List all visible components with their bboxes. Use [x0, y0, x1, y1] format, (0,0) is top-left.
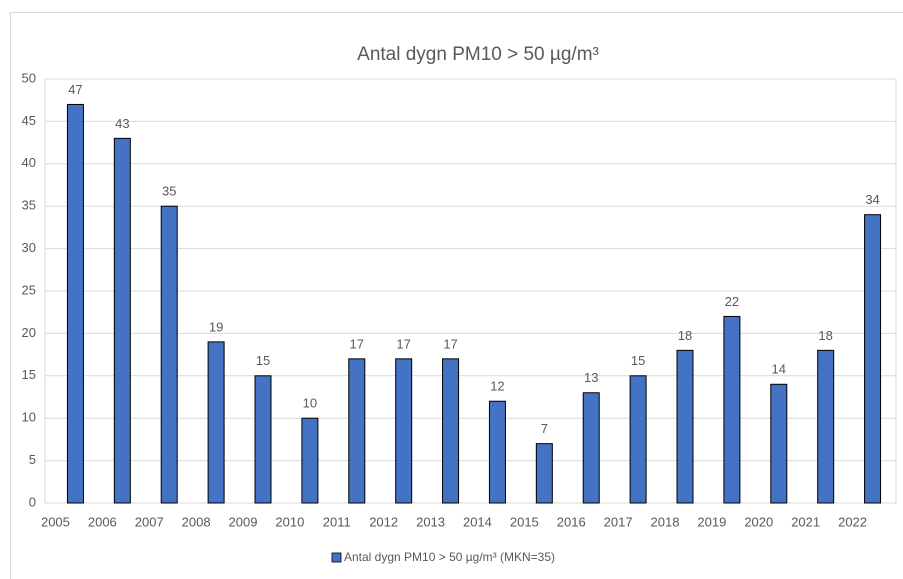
bar: [160, 205, 178, 504]
bar: [676, 349, 694, 504]
chart-border: [10, 12, 903, 579]
x-tick-label: 2020: [744, 514, 773, 529]
y-tick-label: 0: [29, 494, 36, 509]
y-tick-label: 15: [22, 367, 36, 382]
x-tick-label: 2012: [369, 514, 398, 529]
data-label: 35: [162, 184, 176, 199]
data-label: 17: [443, 336, 457, 351]
data-label: 15: [256, 353, 270, 368]
x-tick-label: 2007: [135, 514, 164, 529]
y-tick-label: 5: [29, 452, 36, 467]
y-tick-label: 20: [22, 325, 36, 340]
plot-frame: [44, 78, 897, 504]
x-tick-label: 2022: [838, 514, 867, 529]
bar: [348, 358, 366, 504]
data-label: 10: [303, 396, 317, 411]
data-label: 34: [865, 192, 879, 207]
x-tick-label: 2016: [557, 514, 586, 529]
data-label: 18: [678, 328, 692, 343]
y-tick-label: 50: [22, 70, 36, 85]
bar: [488, 400, 506, 504]
data-label: 47: [68, 82, 82, 97]
y-tick-label: 10: [22, 410, 36, 425]
x-tick-label: 2010: [275, 514, 304, 529]
bar: [535, 443, 553, 504]
bar: [582, 392, 600, 504]
data-label: 15: [631, 353, 645, 368]
data-label: 14: [772, 362, 786, 377]
x-tick-label: 2018: [651, 514, 680, 529]
bar: [395, 358, 413, 504]
data-label: 43: [115, 116, 129, 131]
x-tick-label: 2021: [791, 514, 820, 529]
x-tick-label: 2013: [416, 514, 445, 529]
bar: [817, 349, 835, 504]
bar: [442, 358, 460, 504]
bar: [207, 341, 225, 504]
bar: [254, 375, 272, 504]
bar: [864, 214, 882, 504]
data-label: 22: [725, 294, 739, 309]
legend-label: Antal dygn PM10 > 50 µg/m³ (MKN=35): [344, 550, 555, 564]
data-label: 19: [209, 319, 223, 334]
x-tick-label: 2015: [510, 514, 539, 529]
bar: [723, 315, 741, 504]
x-tick-label: 2019: [697, 514, 726, 529]
data-label: 12: [490, 379, 504, 394]
x-tick-label: 2005: [41, 514, 70, 529]
y-tick-label: 45: [22, 113, 36, 128]
bar: [770, 383, 788, 504]
bar: [629, 375, 647, 504]
data-label: 17: [396, 336, 410, 351]
y-tick-label: 30: [22, 240, 36, 255]
x-tick-label: 2014: [463, 514, 492, 529]
chart-title: Antal dygn PM10 > 50 µg/m³: [357, 44, 599, 65]
legend-swatch: [331, 552, 342, 563]
data-label: 17: [350, 336, 364, 351]
bar: [66, 103, 84, 504]
data-label: 13: [584, 370, 598, 385]
bar: [301, 417, 319, 504]
y-tick-label: 35: [22, 198, 36, 213]
data-label: 7: [541, 421, 548, 436]
bar: [113, 137, 131, 504]
x-tick-label: 2009: [229, 514, 258, 529]
x-tick-label: 2008: [182, 514, 211, 529]
y-tick-label: 25: [22, 282, 36, 297]
x-tick-label: 2011: [323, 514, 351, 529]
data-label: 18: [818, 328, 832, 343]
x-tick-label: 2017: [604, 514, 633, 529]
x-tick-label: 2006: [88, 514, 117, 529]
y-tick-label: 40: [22, 155, 36, 170]
